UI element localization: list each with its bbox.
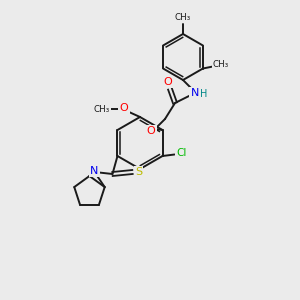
Text: CH₃: CH₃ [175, 13, 191, 22]
Text: H: H [200, 89, 208, 99]
Text: CH₃: CH₃ [213, 60, 229, 69]
Text: N: N [90, 166, 99, 176]
Text: S: S [135, 167, 142, 177]
Text: N: N [191, 88, 199, 98]
Text: Cl: Cl [176, 148, 187, 158]
Text: O: O [120, 103, 128, 113]
Text: CH₃: CH₃ [94, 104, 110, 113]
Text: O: O [147, 126, 155, 136]
Text: N: N [90, 166, 99, 176]
Text: O: O [164, 77, 172, 87]
